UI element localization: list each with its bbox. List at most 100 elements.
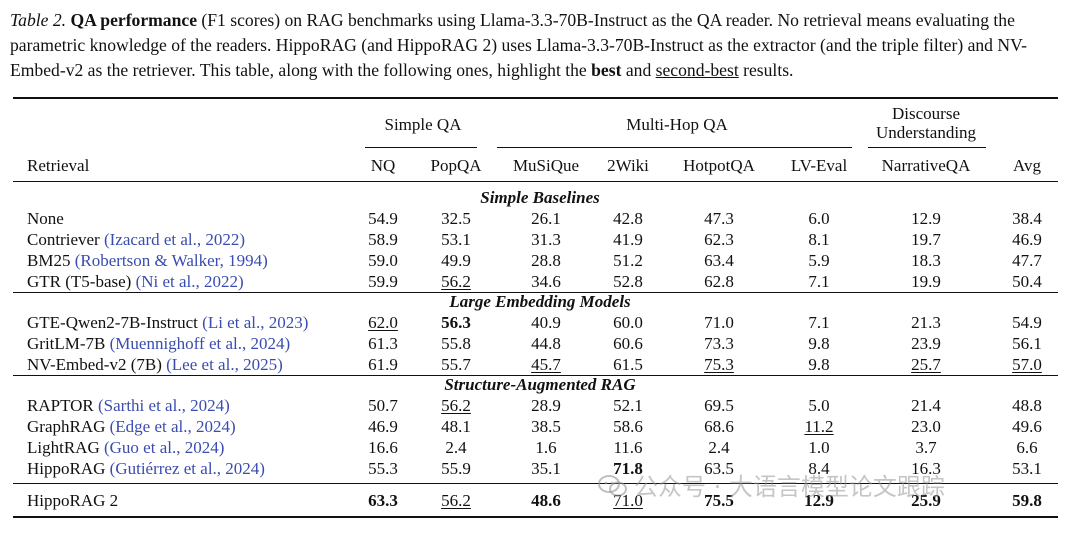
- method-name: None: [27, 209, 64, 228]
- column-header-popqa: PopQA: [430, 156, 482, 175]
- row-method-name: BM25 (Robertson & Walker, 1994): [27, 250, 268, 271]
- score-cell-popqa: 2.4: [445, 438, 467, 457]
- score-cell-narrativeqa: 19.7: [911, 230, 941, 249]
- score-cell-2wiki: 51.2: [613, 251, 643, 270]
- citation-link[interactable]: (Lee et al., 2025): [166, 355, 283, 374]
- score-cell-popqa: 55.9: [441, 459, 471, 478]
- score-cell-nq: 61.9: [368, 355, 398, 374]
- score-cell-narrativeqa: 19.9: [911, 272, 941, 291]
- score-cell-musique: 40.9: [531, 313, 561, 332]
- final-row-rule: [13, 483, 1058, 484]
- section-title: Large Embedding Models: [449, 292, 631, 311]
- table-caption: Table 2. QA performance (F1 scores) on R…: [10, 8, 1072, 83]
- simple-qa-underline: [365, 147, 477, 148]
- score-cell-nq: 54.9: [368, 209, 398, 228]
- row-method-name: GTR (T5-base) (Ni et al., 2022): [27, 271, 244, 292]
- score-cell-nq: 59.9: [368, 272, 398, 291]
- group-discourse-line1: Discourse: [892, 104, 960, 123]
- row-method-name: Contriever (Izacard et al., 2022): [27, 229, 245, 250]
- score-cell-popqa: 49.9: [441, 251, 471, 270]
- wechat-icon: [598, 474, 628, 498]
- score-cell-avg: 56.1: [1012, 334, 1042, 353]
- score-cell-2wiki: 58.6: [613, 417, 643, 436]
- score-cell-popqa: 55.7: [441, 355, 471, 374]
- score-cell-popqa: 32.5: [441, 209, 471, 228]
- citation-link[interactable]: (Sarthi et al., 2024): [98, 396, 230, 415]
- method-name: BM25: [27, 251, 75, 270]
- score-cell-popqa: 56.3: [441, 313, 471, 332]
- score-cell-lv-eval: 11.2: [804, 417, 834, 436]
- score-cell-2wiki: 41.9: [613, 230, 643, 249]
- bottom-rule: [13, 516, 1058, 518]
- score-cell-nq: 63.3: [368, 491, 398, 510]
- citation-link[interactable]: (Edge et al., 2024): [109, 417, 236, 436]
- score-cell-avg: 50.4: [1012, 272, 1042, 291]
- score-cell-narrativeqa: 18.3: [911, 251, 941, 270]
- score-cell-2wiki: 60.0: [613, 313, 643, 332]
- watermark-text: 公众号 · 大语言模型论文跟踪: [634, 473, 945, 501]
- citation-link[interactable]: (Muennighoff et al., 2024): [109, 334, 291, 353]
- citation-link[interactable]: (Li et al., 2023): [202, 313, 309, 332]
- caption-bold-title: QA performance: [70, 10, 198, 30]
- score-cell-hotpotqa: 63.4: [704, 251, 734, 270]
- citation-link[interactable]: (Robertson & Walker, 1994): [74, 251, 268, 270]
- score-cell-avg: 38.4: [1012, 209, 1042, 228]
- score-cell-hotpotqa: 47.3: [704, 209, 734, 228]
- caption-label: Table 2.: [10, 10, 67, 30]
- method-name: HippoRAG 2: [27, 491, 119, 510]
- citation-link[interactable]: (Gutiérrez et al., 2024): [109, 459, 265, 478]
- column-header-avg: Avg: [1012, 156, 1042, 175]
- score-cell-popqa: 48.1: [441, 417, 471, 436]
- method-name: GritLM-7B: [27, 334, 110, 353]
- row-method-name: NV-Embed-v2 (7B) (Lee et al., 2025): [27, 354, 283, 375]
- score-cell-avg: 54.9: [1012, 313, 1042, 332]
- citation-link[interactable]: (Izacard et al., 2022): [103, 230, 246, 249]
- group-simple-qa: Simple QA: [384, 115, 462, 134]
- caption-end: results.: [738, 60, 794, 80]
- score-cell-musique: 26.1: [531, 209, 561, 228]
- watermark: 公众号 · 大语言模型论文跟踪: [598, 472, 945, 502]
- score-cell-musique: 1.6: [535, 438, 557, 457]
- score-cell-musique: 35.1: [531, 459, 561, 478]
- score-cell-popqa: 55.8: [441, 334, 471, 353]
- column-header-retrieval: Retrieval: [27, 156, 90, 175]
- score-cell-lv-eval: 5.9: [808, 251, 830, 270]
- score-cell-narrativeqa: 21.4: [911, 396, 941, 415]
- score-cell-hotpotqa: 62.8: [704, 272, 734, 291]
- caption-text: (F1 scores) on RAG benchmarks using Llam…: [10, 10, 1028, 80]
- column-header-musique: MuSiQue: [512, 156, 580, 175]
- score-cell-musique: 28.9: [531, 396, 561, 415]
- row-method-name: None: [27, 208, 64, 229]
- column-header-nq: NQ: [370, 156, 396, 175]
- score-cell-popqa: 56.2: [441, 396, 471, 415]
- score-cell-avg: 48.8: [1012, 396, 1042, 415]
- score-cell-lv-eval: 9.8: [808, 334, 830, 353]
- method-name: GTE-Qwen2-7B-Instruct: [27, 313, 203, 332]
- method-name: Contriever: [27, 230, 104, 249]
- score-cell-hotpotqa: 2.4: [708, 438, 730, 457]
- citation-link[interactable]: (Ni et al., 2022): [135, 272, 244, 291]
- score-cell-lv-eval: 5.0: [808, 396, 830, 415]
- score-cell-nq: 55.3: [368, 459, 398, 478]
- header-rule: [13, 181, 1058, 182]
- citation-link[interactable]: (Guo et al., 2024): [103, 438, 225, 457]
- score-cell-hotpotqa: 69.5: [704, 396, 734, 415]
- score-cell-popqa: 56.2: [441, 491, 471, 510]
- score-cell-nq: 50.7: [368, 396, 398, 415]
- row-method-name: GTE-Qwen2-7B-Instruct (Li et al., 2023): [27, 312, 308, 333]
- score-cell-musique: 31.3: [531, 230, 561, 249]
- score-cell-hotpotqa: 75.3: [704, 355, 734, 374]
- score-cell-hotpotqa: 63.5: [704, 459, 734, 478]
- score-cell-narrativeqa: 23.9: [911, 334, 941, 353]
- score-cell-nq: 16.6: [368, 438, 398, 457]
- section-rule-2: [13, 375, 1058, 376]
- method-name: RAPTOR: [27, 396, 99, 415]
- score-cell-musique: 38.5: [531, 417, 561, 436]
- score-cell-2wiki: 60.6: [613, 334, 643, 353]
- score-cell-hotpotqa: 71.0: [704, 313, 734, 332]
- score-cell-lv-eval: 12.9: [804, 491, 834, 510]
- column-header-lv-eval: LV-Eval: [790, 156, 848, 175]
- row-method-name: GritLM-7B (Muennighoff et al., 2024): [27, 333, 290, 354]
- method-name: LightRAG: [27, 438, 104, 457]
- score-cell-narrativeqa: 16.3: [911, 459, 941, 478]
